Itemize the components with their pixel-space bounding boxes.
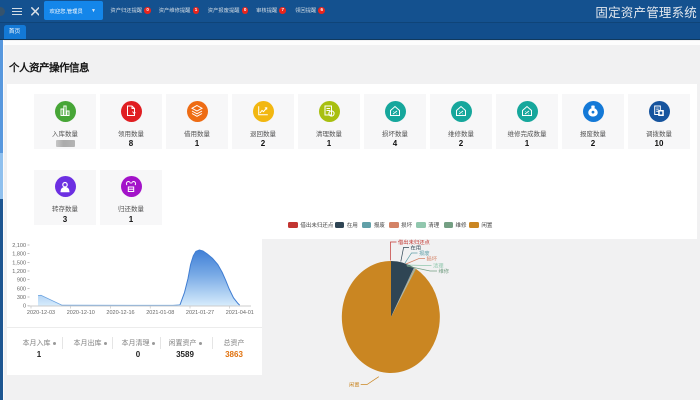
svg-text:300: 300 [17, 295, 26, 301]
svg-text:0: 0 [23, 304, 26, 310]
svg-text:1,500: 1,500 [12, 260, 26, 266]
svg-text:在用: 在用 [411, 243, 422, 251]
svg-text:2021-01-08: 2021-01-08 [146, 310, 174, 316]
svg-text:2,100: 2,100 [12, 243, 26, 249]
svg-text:闲置: 闲置 [349, 381, 360, 389]
svg-text:2021-01-27: 2021-01-27 [186, 310, 214, 316]
svg-text:2021-04-01: 2021-04-01 [226, 310, 254, 316]
svg-text:借出未归还点: 借出未归还点 [398, 238, 430, 246]
svg-text:900: 900 [17, 278, 26, 284]
svg-text:1,800: 1,800 [12, 252, 26, 258]
svg-text:清理: 清理 [433, 262, 444, 270]
svg-text:600: 600 [17, 286, 26, 292]
svg-text:2020-12-10: 2020-12-10 [67, 310, 95, 316]
svg-text:维修: 维修 [439, 267, 450, 275]
svg-text:2020-12-03: 2020-12-03 [27, 310, 55, 316]
svg-text:损坏: 损坏 [427, 255, 438, 263]
svg-text:报废: 报废 [419, 249, 430, 257]
svg-text:1,200: 1,200 [12, 269, 26, 275]
svg-text:2020-12-16: 2020-12-16 [106, 310, 134, 316]
